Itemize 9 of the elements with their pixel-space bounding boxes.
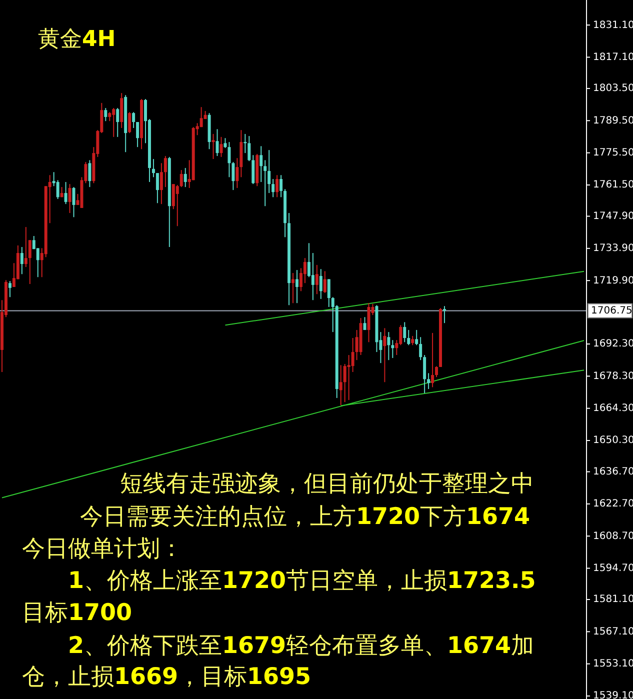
annotation: 仓，止损1669，目标1695 xyxy=(22,664,312,690)
annotation: 1、价格上涨至1720节日空单，止损1723.5 xyxy=(68,568,536,594)
annotation: 目标1700 xyxy=(22,600,132,626)
annotation: 今日做单计划： xyxy=(22,536,183,562)
annotation: 2、价格下跌至1679轻仓布置多单、1674加 xyxy=(68,633,534,659)
ref-line-label: 1706.75 xyxy=(591,306,632,317)
annotation: 今日需要关注的点位，上方1720下方1674 xyxy=(80,504,530,530)
text: 黄金4H xyxy=(38,27,116,52)
annotation: 短线有走强迹象，但目前仍处于整理之中 xyxy=(120,471,534,497)
